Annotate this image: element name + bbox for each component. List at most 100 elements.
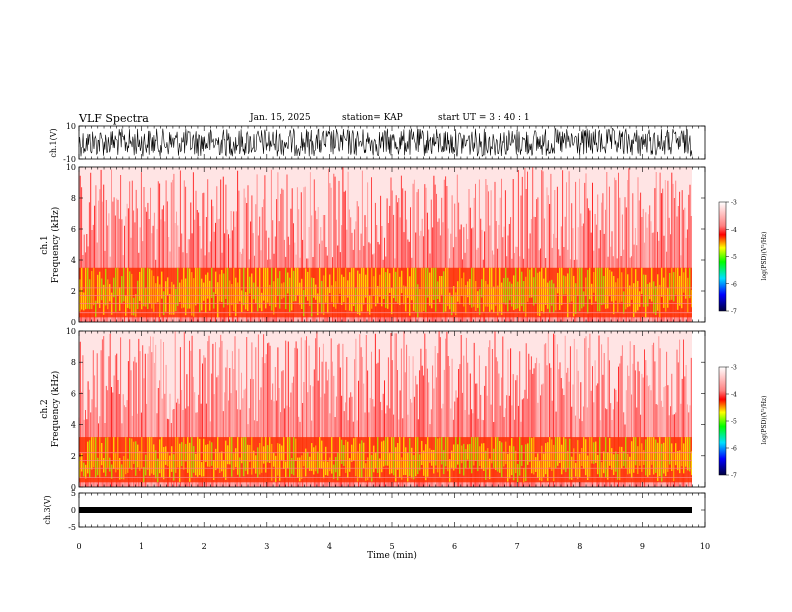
spectrogram-band-speck bbox=[623, 291, 625, 314]
x-tick-label: 10 bbox=[700, 542, 710, 551]
spectrogram-band-speck bbox=[581, 448, 583, 466]
spectrogram-empty-tail bbox=[692, 331, 705, 487]
spectrogram-band-speck bbox=[205, 274, 207, 313]
spectrogram-band-speck bbox=[515, 450, 517, 474]
spectrogram-band-speck bbox=[103, 284, 105, 315]
spectrogram-band-speck bbox=[93, 437, 95, 468]
spectrogram-band-speck bbox=[641, 267, 643, 294]
spectrogram-band-speck bbox=[671, 443, 673, 471]
colorbar-scale bbox=[718, 366, 727, 476]
spectrogram-band-speck bbox=[639, 437, 641, 466]
spectrogram-band-speck bbox=[299, 457, 301, 482]
spectrogram-band-speck bbox=[415, 437, 417, 477]
x-tick-label: 6 bbox=[452, 542, 457, 551]
spectrogram-band-speck bbox=[445, 437, 447, 467]
spectrogram-band-speck bbox=[447, 437, 449, 472]
spectrogram-band-speck bbox=[567, 450, 569, 469]
spectrogram-band-speck bbox=[611, 271, 613, 302]
spectrogram-band-speck bbox=[289, 437, 291, 478]
spectrogram-band-speck bbox=[469, 278, 471, 305]
spectrogram-band-speck bbox=[101, 278, 103, 301]
spectrogram-band-speck bbox=[591, 437, 593, 464]
ch1-spectrogram-panel: 0 2 4 6 8 10 bbox=[66, 163, 706, 327]
colorbar-tick-label: -7 bbox=[731, 473, 737, 480]
spectrogram-band-speck bbox=[143, 467, 145, 483]
spectrogram-band-speck bbox=[189, 442, 191, 482]
spectrogram-band-speck bbox=[673, 452, 675, 482]
y-tick-label: -10 bbox=[63, 155, 76, 164]
spectrogram-band-speck bbox=[449, 459, 451, 482]
spectrogram-band-speck bbox=[561, 267, 563, 306]
spectrogram-band-speck bbox=[663, 277, 665, 308]
spectrogram-band-speck bbox=[145, 454, 147, 476]
spectrogram-band-speck bbox=[131, 438, 133, 470]
spectrogram-band-speck bbox=[519, 437, 521, 476]
spectrogram-band-speck bbox=[389, 453, 391, 475]
spectrogram-band-speck bbox=[309, 456, 311, 471]
spectrogram-band-speck bbox=[537, 453, 539, 478]
spectrogram-band-speck bbox=[149, 437, 151, 476]
spectrogram-band-speck bbox=[495, 437, 497, 471]
spectrogram-band-speck bbox=[225, 267, 227, 299]
spectrogram-band-speck bbox=[79, 457, 81, 479]
spectrogram-band-speck bbox=[207, 444, 209, 467]
spectrogram-band-speck bbox=[487, 448, 489, 470]
spectrogram-band-speck bbox=[417, 284, 419, 318]
spectrogram-band-speck bbox=[201, 278, 203, 311]
spectrogram-band-speck bbox=[527, 267, 529, 302]
spectrogram-band-speck bbox=[329, 457, 331, 472]
spectrogram-band-speck bbox=[517, 281, 519, 309]
spectrogram-band-speck bbox=[387, 268, 389, 309]
spectrogram-band-speck bbox=[277, 443, 279, 476]
spectrogram-band-speck bbox=[379, 274, 381, 297]
spectrogram-band-speck bbox=[595, 267, 597, 302]
spectrogram-band-speck bbox=[573, 448, 575, 469]
spectrogram-band-speck bbox=[345, 267, 347, 311]
spectrogram-band-speck bbox=[199, 267, 201, 313]
spectrogram-band-speck bbox=[375, 267, 377, 307]
spectrogram-band-speck bbox=[135, 294, 137, 317]
spectrogram-band-speck bbox=[173, 454, 175, 481]
spectrogram-band-speck bbox=[569, 268, 571, 303]
spectrogram-band-speck bbox=[609, 269, 611, 297]
ch1-colorbar-label: log(PSD)(V²/Hz) bbox=[761, 232, 768, 281]
spectrogram-band-speck bbox=[347, 441, 349, 478]
ch3-trace bbox=[79, 507, 692, 513]
spectrogram-band-speck bbox=[475, 437, 477, 461]
spectrogram-band-speck bbox=[327, 461, 329, 476]
spectrogram-band-speck bbox=[491, 267, 493, 310]
spectrogram-band-speck bbox=[633, 283, 635, 317]
spectrogram-band-speck bbox=[457, 281, 459, 302]
spectrogram-band-speck bbox=[85, 464, 87, 479]
spectrogram-band-speck bbox=[297, 457, 299, 478]
spectrogram-band-speck bbox=[193, 278, 195, 317]
spectrogram-band-speck bbox=[213, 460, 215, 480]
spectrogram-band-speck bbox=[159, 439, 161, 474]
spectrogram-band-speck bbox=[629, 456, 631, 474]
spectrogram-band-speck bbox=[139, 271, 141, 302]
spectrogram-band-speck bbox=[253, 282, 255, 300]
spectrogram-band-speck bbox=[173, 284, 175, 315]
spectrogram-band-speck bbox=[597, 267, 599, 312]
spectrogram-band-speck bbox=[495, 267, 497, 306]
spectrogram-band-speck bbox=[367, 457, 369, 481]
spectrogram-band-speck bbox=[109, 284, 111, 302]
spectrogram-band-speck bbox=[435, 267, 437, 312]
spectrogram-band-speck bbox=[535, 457, 537, 472]
spectrogram-band-speck bbox=[229, 437, 231, 465]
spectrogram-band-speck bbox=[469, 444, 471, 469]
spectrogram-band-speck bbox=[387, 437, 389, 466]
spectrogram-band-speck bbox=[433, 450, 435, 474]
y-tick-label: 6 bbox=[71, 225, 76, 234]
spectrogram-band-speck bbox=[559, 437, 561, 463]
spectrogram-band-speck bbox=[137, 444, 139, 468]
spectrogram-band-speck bbox=[419, 289, 421, 312]
spectrogram-band-speck bbox=[501, 282, 503, 315]
y-tick-label: 5 bbox=[71, 489, 76, 498]
spectrogram-band-speck bbox=[425, 267, 427, 312]
spectrogram-band-speck bbox=[381, 267, 383, 307]
spectrogram-band-speck bbox=[175, 437, 177, 473]
spectrogram-band-speck bbox=[211, 442, 213, 466]
spectrogram-band-speck bbox=[613, 276, 615, 315]
spectrogram-band-speck bbox=[557, 272, 559, 294]
